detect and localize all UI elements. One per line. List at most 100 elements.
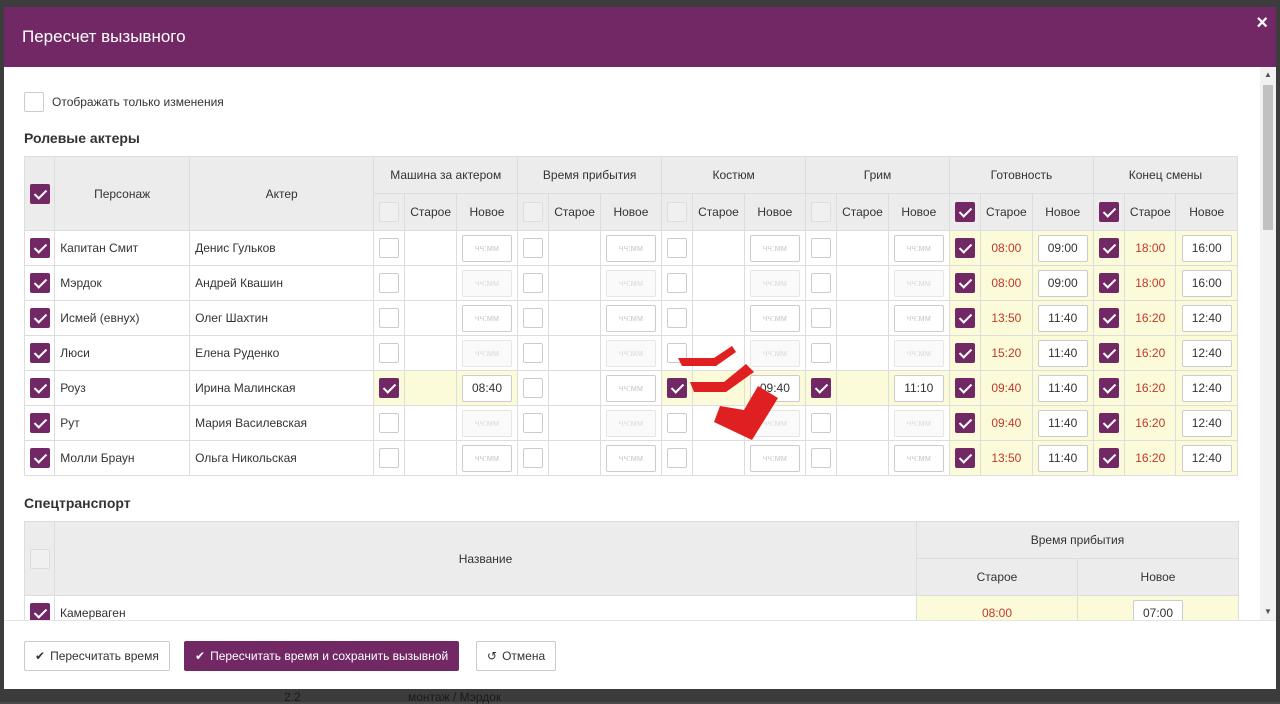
car-new-input[interactable]: чч:мм (461, 304, 512, 332)
ready-new-input[interactable]: 11:40 (1037, 444, 1088, 472)
end-new-input[interactable]: 12:40 (1181, 409, 1232, 437)
only-changes-checkbox[interactable] (24, 92, 44, 112)
costume-new-input[interactable]: чч:мм (749, 269, 800, 297)
arrival-checkbox[interactable] (523, 273, 544, 293)
group-car-toggle-checkbox[interactable] (379, 202, 400, 222)
ready-checkbox[interactable] (955, 448, 976, 468)
arrival-new-input[interactable]: чч:мм (605, 234, 656, 262)
costume-checkbox[interactable] (667, 378, 688, 398)
makeup-checkbox[interactable] (811, 448, 832, 468)
ready-new-input[interactable]: 09:00 (1037, 234, 1088, 262)
select-all-checkbox[interactable] (29, 183, 50, 204)
end-checkbox[interactable] (1099, 448, 1119, 468)
car-checkbox[interactable] (379, 343, 400, 363)
row-checkbox[interactable] (29, 413, 50, 433)
ready-checkbox[interactable] (955, 238, 976, 258)
transport-new-input[interactable]: 07:00 (1133, 599, 1183, 620)
costume-new-input[interactable]: чч:мм (749, 444, 800, 472)
end-new-input[interactable]: 12:40 (1181, 339, 1232, 367)
arrival-checkbox[interactable] (523, 448, 544, 468)
row-checkbox[interactable] (29, 603, 50, 620)
car-checkbox[interactable] (379, 273, 400, 293)
scroll-up-icon[interactable]: ▲ (1264, 70, 1272, 79)
costume-new-input[interactable]: чч:мм (749, 234, 800, 262)
makeup-checkbox[interactable] (811, 413, 832, 433)
cancel-button[interactable]: ↺ Отмена (476, 641, 557, 671)
arrival-checkbox[interactable] (523, 308, 544, 328)
only-changes-toggle[interactable]: Отображать только изменения (24, 92, 224, 112)
group-costume-toggle-checkbox[interactable] (667, 202, 688, 222)
ready-new-input[interactable]: 11:40 (1037, 339, 1088, 367)
row-checkbox[interactable] (29, 273, 50, 293)
row-checkbox[interactable] (29, 308, 50, 328)
car-new-input[interactable]: чч:мм (461, 234, 512, 262)
car-checkbox[interactable] (379, 448, 400, 468)
group-ready-toggle-checkbox[interactable] (955, 202, 976, 222)
makeup-new-input[interactable]: чч:мм (893, 409, 944, 437)
end-checkbox[interactable] (1099, 273, 1119, 293)
recalc-button[interactable]: ✔ Пересчитать время (24, 641, 170, 671)
ready-checkbox[interactable] (955, 378, 976, 398)
car-new-input[interactable]: чч:мм (461, 409, 512, 437)
row-checkbox[interactable] (29, 378, 50, 398)
row-checkbox[interactable] (29, 448, 50, 468)
arrival-new-input[interactable]: чч:мм (605, 409, 656, 437)
arrival-new-input[interactable]: чч:мм (605, 444, 656, 472)
arrival-checkbox[interactable] (523, 413, 544, 433)
makeup-checkbox[interactable] (811, 308, 832, 328)
modal-scrollbar[interactable]: ▲ ▼ (1260, 67, 1276, 620)
costume-new-input[interactable]: чч:мм (749, 304, 800, 332)
group-makeup-toggle-checkbox[interactable] (811, 202, 832, 222)
costume-checkbox[interactable] (667, 413, 688, 433)
ready-new-input[interactable]: 09:00 (1037, 269, 1088, 297)
group-arrival-toggle-checkbox[interactable] (523, 202, 544, 222)
makeup-checkbox[interactable] (811, 238, 832, 258)
makeup-checkbox[interactable] (811, 273, 832, 293)
arrival-new-input[interactable]: чч:мм (605, 269, 656, 297)
car-checkbox[interactable] (379, 378, 400, 398)
ready-new-input[interactable]: 11:40 (1037, 374, 1088, 402)
makeup-new-input[interactable]: 11:10 (893, 374, 944, 402)
end-new-input[interactable]: 12:40 (1181, 304, 1232, 332)
car-new-input[interactable]: чч:мм (461, 269, 512, 297)
makeup-checkbox[interactable] (811, 343, 832, 363)
car-checkbox[interactable] (379, 413, 400, 433)
costume-new-input[interactable]: чч:мм (749, 339, 800, 367)
end-new-input[interactable]: 16:00 (1181, 269, 1232, 297)
makeup-checkbox[interactable] (811, 378, 832, 398)
makeup-new-input[interactable]: чч:мм (893, 304, 944, 332)
makeup-new-input[interactable]: чч:мм (893, 269, 944, 297)
ready-new-input[interactable]: 11:40 (1037, 409, 1088, 437)
arrival-new-input[interactable]: чч:мм (605, 304, 656, 332)
costume-checkbox[interactable] (667, 448, 688, 468)
arrival-new-input[interactable]: чч:мм (605, 374, 656, 402)
makeup-new-input[interactable]: чч:мм (893, 339, 944, 367)
makeup-new-input[interactable]: чч:мм (893, 234, 944, 262)
ready-new-input[interactable]: 11:40 (1037, 304, 1088, 332)
ready-checkbox[interactable] (955, 273, 976, 293)
ready-checkbox[interactable] (955, 308, 976, 328)
arrival-checkbox[interactable] (523, 378, 544, 398)
car-checkbox[interactable] (379, 238, 400, 258)
ready-checkbox[interactable] (955, 413, 976, 433)
row-checkbox[interactable] (29, 343, 50, 363)
car-new-input[interactable]: 08:40 (461, 374, 512, 402)
arrival-checkbox[interactable] (523, 238, 544, 258)
end-checkbox[interactable] (1099, 238, 1119, 258)
end-new-input[interactable]: 12:40 (1181, 444, 1232, 472)
ready-checkbox[interactable] (955, 343, 976, 363)
car-checkbox[interactable] (379, 308, 400, 328)
makeup-new-input[interactable]: чч:мм (893, 444, 944, 472)
costume-checkbox[interactable] (667, 238, 688, 258)
close-icon[interactable]: × (1256, 12, 1268, 34)
car-new-input[interactable]: чч:мм (461, 339, 512, 367)
arrival-new-input[interactable]: чч:мм (605, 339, 656, 367)
row-checkbox[interactable] (29, 238, 50, 258)
end-checkbox[interactable] (1099, 378, 1119, 398)
end-checkbox[interactable] (1099, 413, 1119, 433)
car-new-input[interactable]: чч:мм (461, 444, 512, 472)
scroll-down-icon[interactable]: ▼ (1264, 607, 1272, 616)
scrollbar-thumb[interactable] (1263, 85, 1273, 230)
arrival-checkbox[interactable] (523, 343, 544, 363)
end-new-input[interactable]: 12:40 (1181, 374, 1232, 402)
